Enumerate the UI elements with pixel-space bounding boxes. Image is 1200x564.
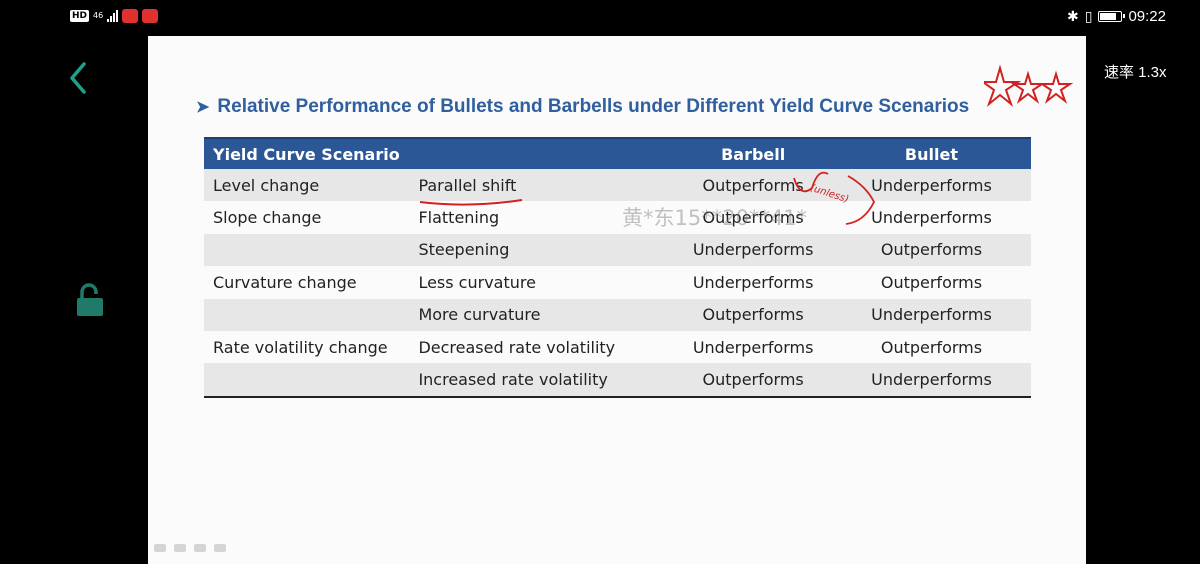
- cell-bullet: Underperforms: [871, 305, 992, 325]
- battery-icon: [1098, 11, 1126, 22]
- vibrate-icon: ▯: [1084, 8, 1093, 25]
- cell-scenario: [204, 299, 418, 331]
- table-row: Level change Parallel shift Outperforms …: [204, 169, 1031, 202]
- table-row: Curvature change Less curvature Underper…: [204, 266, 1031, 299]
- cell-subscenario: Decreased rate volatility: [418, 337, 616, 357]
- header-barbell: Barbell: [674, 137, 832, 169]
- header-scenario: Yield Curve Scenario: [204, 137, 419, 169]
- cell-subscenario: Parallel shift: [418, 175, 517, 195]
- cell-barbell: Underperforms: [692, 240, 814, 260]
- next-slide-icon[interactable]: [214, 544, 226, 552]
- network-type: 46: [93, 11, 104, 20]
- bluetooth-icon: ✱: [1067, 8, 1079, 25]
- app-notification-icon: [122, 9, 139, 23]
- table-row: Steepening Underperforms Outperforms: [204, 233, 1031, 267]
- cell-scenario: Curvature change: [213, 272, 357, 292]
- header-subscenario: [418, 137, 675, 169]
- playback-speed-button[interactable]: 速率 1.3x: [1104, 64, 1167, 81]
- cell-barbell: Outperforms: [702, 208, 804, 228]
- clock: 09:22: [1128, 8, 1166, 25]
- table-row: More curvature Outperforms Underperforms: [204, 298, 1031, 331]
- table-row: Slope change Flattening Outperforms Unde…: [204, 201, 1031, 234]
- status-left: HD 46: [70, 9, 159, 23]
- menu-icon[interactable]: [194, 544, 206, 552]
- slide-title: ➤ Relative Performance of Bullets and Bar…: [196, 96, 969, 118]
- cell-bullet: Underperforms: [831, 363, 1031, 398]
- signal-icon: [107, 10, 119, 22]
- status-right: ✱ ▯ 09:22: [1067, 8, 1166, 25]
- cell-subscenario: More curvature: [418, 305, 541, 325]
- header-bullet: Bullet: [831, 137, 1031, 169]
- cell-barbell: Outperforms: [702, 305, 804, 325]
- cell-scenario: Slope change: [213, 208, 322, 228]
- slide-nav-tools: [154, 544, 226, 552]
- cell-scenario: Rate volatility change: [213, 337, 388, 357]
- lock-icon: [77, 283, 103, 316]
- cell-scenario: [204, 363, 419, 398]
- cell-subscenario: Flattening: [418, 208, 500, 228]
- slide-title-text: Relative Performance of Bullets and Barb…: [217, 96, 970, 117]
- lecture-slide: ➤ Relative Performance of Bullets and Bar…: [148, 36, 1086, 564]
- table-row: Rate volatility change Decreased rate vo…: [204, 330, 1031, 364]
- cell-bullet: Underperforms: [871, 175, 992, 195]
- hd-badge: HD: [70, 10, 90, 22]
- table-row: Increased rate volatility Outperforms Un…: [204, 363, 1031, 398]
- cell-barbell: Outperforms: [674, 363, 832, 398]
- stock-app-icon: [142, 9, 159, 23]
- cell-subscenario: Increased rate volatility: [418, 363, 675, 398]
- status-bar: HD 46 ✱ ▯ 09:22: [0, 0, 1200, 36]
- screen-lock-button[interactable]: [74, 282, 106, 318]
- pen-tool-icon[interactable]: [174, 544, 186, 552]
- back-button[interactable]: [64, 60, 94, 96]
- table-header-row: Yield Curve Scenario Barbell Bullet: [204, 137, 1031, 169]
- cell-bullet: Outperforms: [880, 337, 983, 357]
- cell-barbell: Underperforms: [692, 337, 814, 357]
- cell-bullet: Underperforms: [871, 208, 992, 228]
- cell-bullet: Outperforms: [880, 272, 983, 292]
- cell-bullet: Outperforms: [880, 240, 983, 260]
- cell-scenario: Level change: [213, 175, 320, 195]
- prev-slide-icon[interactable]: [154, 544, 166, 552]
- cell-subscenario: Steepening: [418, 240, 510, 260]
- chevron-left-icon: [70, 62, 86, 94]
- cell-barbell: Outperforms: [702, 175, 804, 195]
- handwritten-stars-icon: [984, 64, 1074, 108]
- yield-curve-table: Yield Curve Scenario Barbell Bullet Leve…: [204, 137, 1031, 398]
- bullet-arrow-icon: ➤: [196, 99, 210, 116]
- cell-scenario: [204, 234, 418, 266]
- cell-subscenario: Less curvature: [418, 272, 536, 292]
- watermark: 黄*东15**20**41*: [622, 206, 808, 230]
- cell-barbell: Underperforms: [692, 272, 814, 292]
